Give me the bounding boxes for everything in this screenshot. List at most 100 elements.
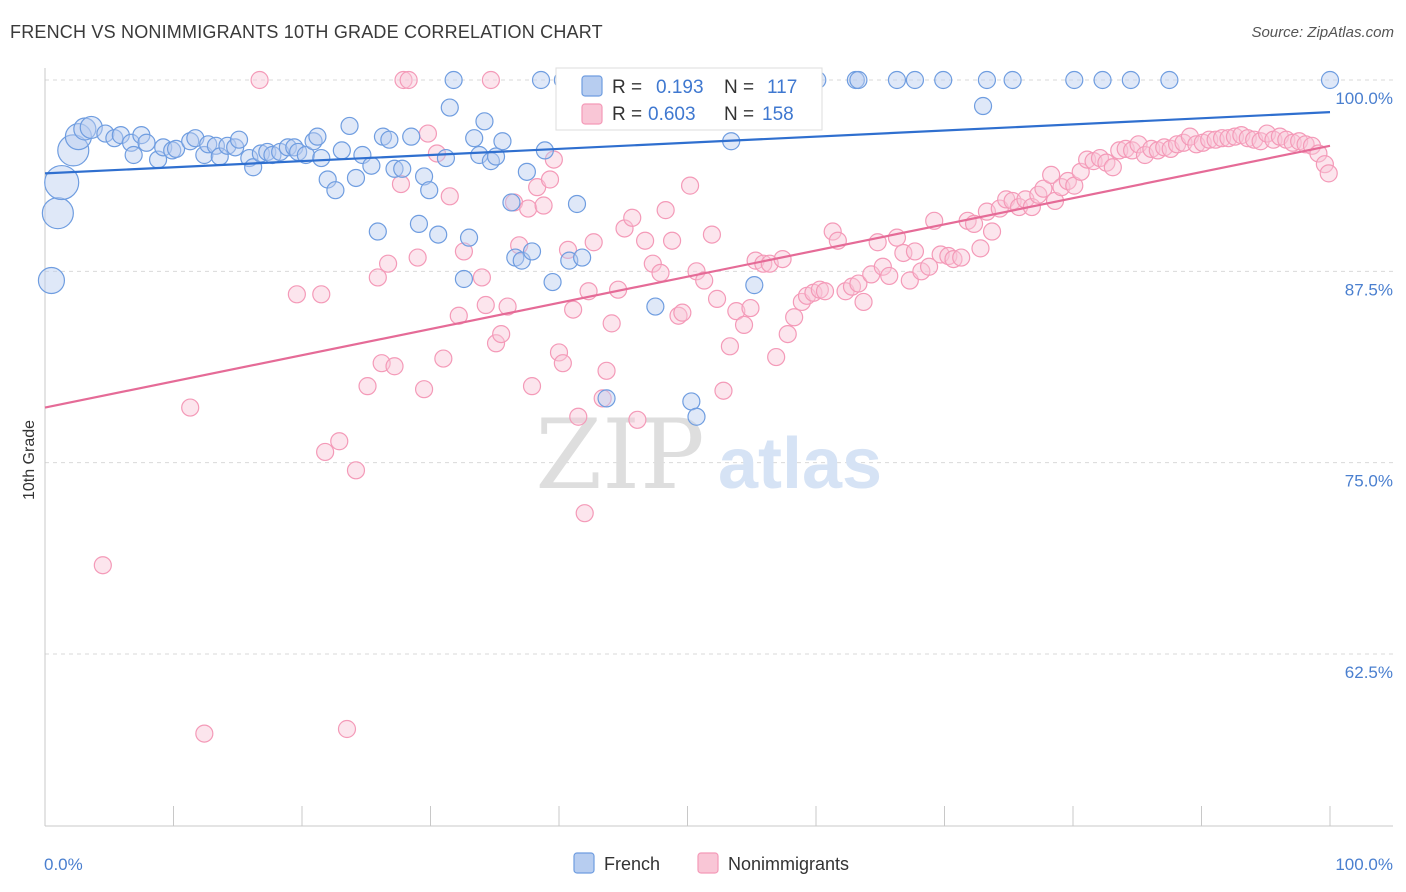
- french-point-11: [124, 145, 143, 165]
- french-point-58: [440, 98, 459, 117]
- nonimmigrants-point-61: [673, 303, 692, 322]
- stats-french-n: 117: [767, 77, 797, 98]
- nonimmigrants-point-67: [714, 381, 733, 400]
- y-tick-label-3: 100.0%: [1335, 89, 1393, 108]
- french-point-41: [326, 181, 345, 200]
- nonimmigrants-point-45: [575, 504, 594, 523]
- nonimmigrants-point-84: [823, 222, 842, 241]
- french-point-2: [44, 164, 80, 201]
- french-point-60: [454, 269, 474, 289]
- nonimmigrants-point-38: [540, 170, 560, 189]
- nonimmigrants-point-66: [707, 289, 727, 308]
- nonimmigrants-point-161: [1315, 155, 1334, 174]
- french-point-33: [278, 138, 297, 157]
- nonimmigrants-point-16: [394, 70, 413, 90]
- french-point-17: [166, 139, 186, 158]
- french-point-75: [543, 272, 562, 292]
- french-point-26: [229, 130, 249, 149]
- nonimmigrants-point-14: [391, 174, 411, 194]
- french-point-38: [308, 127, 327, 146]
- nonimmigrants-point-65: [702, 225, 722, 244]
- french-point-24: [218, 136, 237, 155]
- french-point-3: [57, 134, 90, 167]
- french-point-72: [522, 242, 542, 261]
- nonimmigrants-point-71: [741, 298, 760, 318]
- french-point-9: [111, 126, 130, 145]
- nonimmigrants-point-12: [378, 254, 398, 273]
- nonimmigrants-point-69: [727, 302, 746, 321]
- nonimmigrants-point-83: [815, 282, 835, 301]
- legend-french-label: French: [604, 854, 660, 874]
- legend-french-swatch: [573, 852, 595, 874]
- stats-nonimmigrants-r: 0.603: [648, 104, 696, 125]
- trendline-nonimmigrants: [44, 144, 1331, 409]
- nonimmigrants-point-4: [312, 285, 331, 304]
- nonimmigrants-point-53: [623, 208, 642, 227]
- nonimmigrants-point-103: [944, 249, 963, 269]
- nonimmigrants-point-44: [569, 407, 588, 426]
- french-point-21: [199, 135, 218, 154]
- nonimmigrants-point-77: [778, 324, 797, 344]
- french-point-59: [444, 70, 463, 90]
- french-point-61: [459, 228, 479, 247]
- series-nonimmigrants: [93, 70, 1338, 743]
- french-point-13: [137, 133, 156, 152]
- nonimmigrants-point-97: [905, 242, 925, 261]
- nonimmigrants-point-6: [330, 432, 349, 451]
- french-point-82: [646, 297, 665, 316]
- french-point-88: [745, 276, 764, 295]
- nonimmigrants-point-126: [1090, 148, 1110, 168]
- nonimmigrants-point-13: [385, 357, 404, 376]
- stats-nonimmigrants-r-label: R =: [612, 104, 642, 125]
- nonimmigrants-point-7: [337, 719, 357, 739]
- french-point-98: [1003, 70, 1022, 90]
- french-point-64: [475, 112, 494, 131]
- french-point-78: [567, 194, 587, 214]
- nonimmigrants-point-93: [880, 266, 899, 286]
- nonimmigrants-point-23: [440, 187, 459, 206]
- stats-nonimmigrants-n: 158: [762, 104, 794, 125]
- nonimmigrants-point-117: [1034, 179, 1053, 198]
- nonimmigrants-point-47: [584, 233, 603, 252]
- nonimmigrants-point-78: [785, 308, 804, 327]
- nonimmigrants-point-59: [662, 231, 682, 250]
- nonimmigrants-point-17: [399, 70, 418, 90]
- nonimmigrants-point-35: [522, 377, 542, 396]
- french-point-103: [1320, 70, 1340, 90]
- french-point-52: [402, 127, 421, 146]
- axes: [44, 68, 1393, 827]
- nonimmigrants-point-95: [894, 243, 913, 263]
- nonimmigrants-point-128: [1103, 158, 1122, 177]
- french-point-102: [1160, 70, 1179, 90]
- french-point-70: [512, 251, 531, 270]
- stats-legend: R = 0.193 N = 117 R = 0.603 N = 158: [555, 67, 823, 131]
- nonimmigrants-point-27: [476, 295, 495, 315]
- nonimmigrants-point-34: [519, 199, 538, 218]
- nonimmigrants-point-19: [414, 380, 434, 399]
- nonimmigrants-point-129: [1110, 141, 1129, 160]
- french-point-81: [597, 389, 616, 408]
- nonimmigrants-point-88: [849, 274, 868, 293]
- nonimmigrants-point-56: [643, 254, 662, 273]
- nonimmigrants-point-62: [680, 176, 700, 195]
- y-tick-label-0: 62.5%: [1345, 663, 1393, 682]
- french-point-51: [393, 159, 412, 178]
- nonimmigrants-point-40: [549, 343, 569, 362]
- french-point-1: [41, 197, 74, 230]
- nonimmigrants-point-28: [481, 70, 500, 90]
- nonimmigrants-point-70: [734, 315, 754, 335]
- nonimmigrants-point-37: [534, 196, 553, 215]
- french-point-50: [385, 159, 404, 178]
- french-point-85: [687, 407, 706, 426]
- french-point-53: [409, 214, 429, 233]
- nonimmigrants-point-22: [434, 349, 453, 368]
- y-axis-label: 10th Grade: [21, 420, 38, 500]
- french-point-95: [934, 70, 953, 90]
- stats-french-n-label: N =: [724, 77, 754, 98]
- y-tick-labels: 62.5% 75.0% 87.5% 100.0%: [1335, 89, 1393, 682]
- nonimmigrants-point-2: [93, 556, 112, 575]
- nonimmigrants-point-68: [720, 337, 740, 356]
- source-label: Source: ZipAtlas.com: [1251, 24, 1394, 41]
- nonimmigrants-point-20: [418, 124, 438, 143]
- french-point-29: [251, 144, 270, 163]
